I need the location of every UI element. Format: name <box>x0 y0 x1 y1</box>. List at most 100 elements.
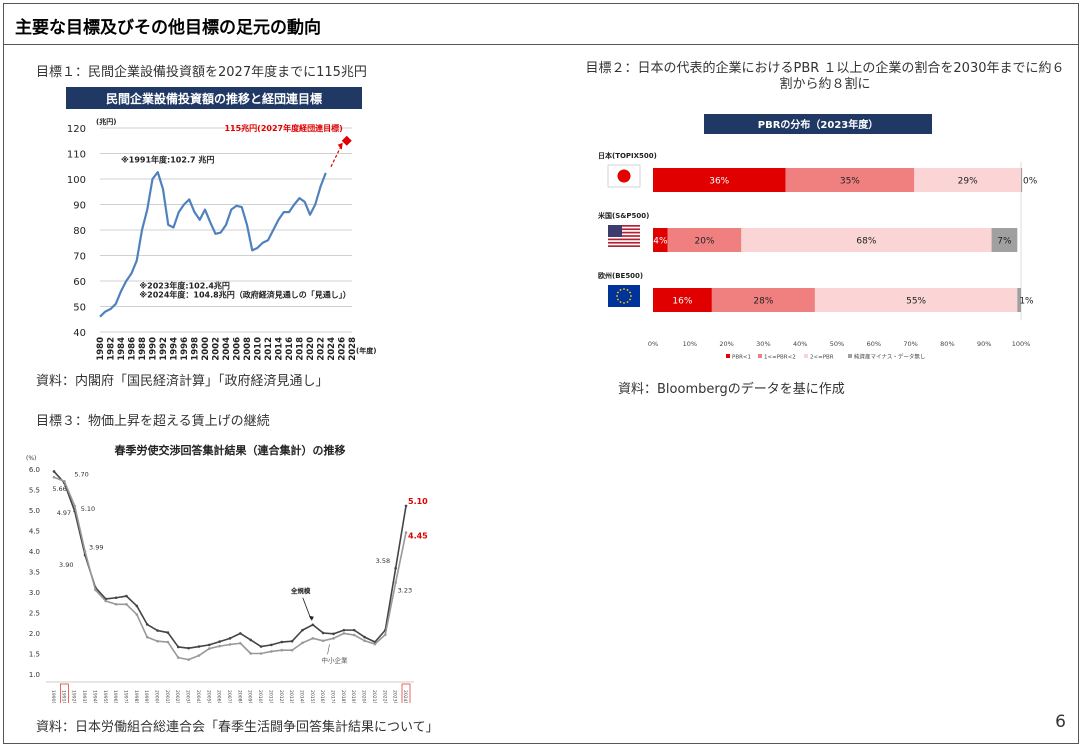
legend-label: 2<=PBR <box>810 355 834 361</box>
x-tick-label: 2000 <box>201 337 211 361</box>
x-tick-label: 2012年 <box>278 690 285 703</box>
x-tick-label: 1994 <box>170 337 180 361</box>
series-point <box>156 639 159 643</box>
legend-swatch <box>848 354 852 358</box>
data-label: 5.66 <box>52 485 66 493</box>
series-point <box>342 628 346 632</box>
series-point <box>280 648 284 652</box>
x-tick-label: 2021年 <box>371 690 378 703</box>
x-tick-label: 2004年 <box>195 690 202 703</box>
series-label-all: 全規模 <box>290 586 311 595</box>
x-tick-label: 1988 <box>138 337 148 361</box>
data-label: 4.45 <box>408 532 428 541</box>
series-point <box>383 633 387 636</box>
y-tick-label: 6.0 <box>29 466 40 474</box>
bar-segment <box>653 228 668 252</box>
x-tick-label: 2018 <box>296 337 306 361</box>
series-point <box>280 640 284 644</box>
series-point <box>404 531 408 534</box>
chart-annotation: ※1991年度:102.7 兆円 <box>121 154 214 164</box>
series-point <box>218 644 221 648</box>
series-point <box>239 641 242 645</box>
data-label: 4.97 <box>57 509 71 517</box>
series-point <box>207 643 211 647</box>
eu-flag-star <box>616 295 618 297</box>
legend-label: PBR<1 <box>732 355 751 361</box>
chart-title: PBRの分布（2023年度） <box>758 118 878 131</box>
x-tick-label: 1998 <box>191 337 201 361</box>
bar-data-label: 36% <box>709 177 729 187</box>
series-point <box>321 639 325 643</box>
bar-segment <box>914 168 1021 192</box>
x-tick-label: 2020年 <box>361 690 368 703</box>
series-point <box>145 623 149 626</box>
x-tick-label: 1998年 <box>133 690 140 703</box>
y-tick-label: 100 <box>67 175 86 186</box>
y-tick-label: 2.5 <box>29 610 40 618</box>
y-tick-label: 3.5 <box>29 569 40 577</box>
x-tick-label: 2014年 <box>298 690 305 703</box>
x-tick-label: 2015年 <box>309 690 316 703</box>
x-tick-label: 2009年 <box>247 690 254 703</box>
bar-data-label: 28% <box>753 297 773 307</box>
series-point <box>290 648 294 652</box>
bar-segment <box>785 168 915 192</box>
series-point <box>125 603 128 606</box>
x-tick-label: 2016年 <box>319 690 326 703</box>
x-tick-label: 2020 <box>306 337 316 361</box>
bar-data-label: 29% <box>958 177 978 187</box>
series-point <box>63 480 66 483</box>
x-tick-label: 2002年 <box>174 690 181 703</box>
eu-flag-star <box>626 289 629 291</box>
x-tick-label: 2003年 <box>185 690 192 703</box>
sme-series-line <box>53 476 407 661</box>
data-label: 3.99 <box>89 543 103 551</box>
series-point <box>352 633 356 637</box>
series-point <box>311 637 315 640</box>
wage-chart: 春季労使交渉回答集計結果（連合集計）の推移 (%) 1.0 1.5 2.0 2.5 3.0 3… <box>26 443 428 703</box>
eu-flag-star <box>630 295 632 297</box>
series-point <box>394 566 397 570</box>
x-tick-label: 60% <box>867 340 881 348</box>
category-label: 欧州(BE500) <box>598 271 643 280</box>
series-point <box>94 588 97 592</box>
x-tick-label: 2010 <box>254 337 264 361</box>
series-point <box>321 631 325 635</box>
goal2-caption: 目標２：日本の代表的企業におけるPBR １以上の企業の割合を2030年までに約６… <box>585 61 1065 92</box>
chart-annotation: ※2024年度：104.8兆円（政府経済見通しの「見通し」） <box>139 290 350 300</box>
bar-data-label: 55% <box>906 297 926 307</box>
x-tick-label: 2004 <box>222 337 232 361</box>
series-point <box>145 635 149 639</box>
series-point <box>332 637 335 640</box>
usa-flag-stripe <box>608 228 640 231</box>
bar-data-label: 16% <box>672 297 692 307</box>
capex-series-line <box>99 171 327 318</box>
x-tick-label: 1994年 <box>91 690 98 703</box>
pbr-chart: PBRの分布（2023年度） 日本(TOPIX500) 36% 35% 29% 0% 米国(… <box>597 114 1038 361</box>
x-axis-unit: (年度) <box>356 346 376 355</box>
bar-data-label: 68% <box>856 237 876 247</box>
bar-segment <box>667 228 742 252</box>
x-tick-label: 2022 <box>317 337 327 361</box>
chart-title-box <box>66 87 362 109</box>
legend-swatch <box>726 354 730 358</box>
target-arrow-head <box>337 142 343 150</box>
series-point <box>332 632 335 636</box>
all-size-series-line <box>53 470 407 649</box>
bar-segment <box>653 168 786 192</box>
chart-annotation: ※2023年度:102.4兆円 <box>139 281 230 291</box>
japan-flag-sun <box>617 169 631 183</box>
x-tick-label: 2014 <box>275 337 285 361</box>
data-label: 3.58 <box>376 557 390 565</box>
target-point <box>341 135 352 146</box>
goal1-caption: 目標１：民間企業設備投資額を2027年度までに115兆円 <box>36 65 367 80</box>
series-point <box>301 628 304 632</box>
y-tick-label: 110 <box>67 150 86 161</box>
series-point <box>135 604 139 608</box>
legend-swatch <box>804 354 808 358</box>
x-tick-label: 2006年 <box>216 690 223 703</box>
series-point <box>301 641 304 645</box>
data-label: 3.23 <box>398 587 412 595</box>
x-tick-label: 100% <box>1012 340 1031 348</box>
x-tick-label: 2010年 <box>257 690 264 703</box>
